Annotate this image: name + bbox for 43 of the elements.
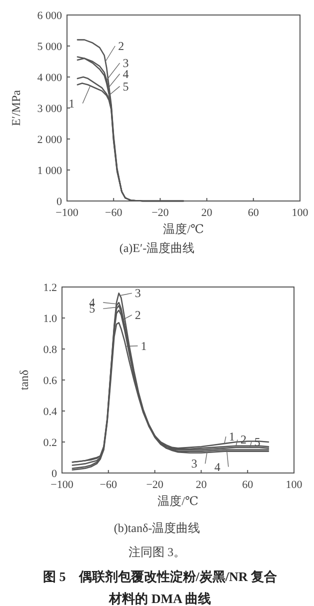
x-axis-title: 温度/℃ — [158, 494, 198, 508]
series-label: 4 — [214, 460, 220, 474]
y-tick-label: 1.2 — [43, 282, 57, 294]
text: 3 — [134, 286, 141, 300]
y-axis-title: E′/MPa — [9, 89, 23, 126]
y-tick-label: 2 000 — [37, 134, 62, 146]
text: 注同图 3。 — [128, 544, 186, 561]
y-tick-label: 0 — [56, 196, 62, 208]
series-label: 1 — [228, 430, 235, 444]
y-tick-label: 0.6 — [43, 375, 58, 387]
x-tick-label: −20 — [146, 479, 164, 491]
series-label: 2 — [118, 39, 124, 53]
x-tick-label: 20 — [201, 207, 213, 219]
y-tick-label: 3 000 — [37, 103, 62, 115]
y-tick-label: 0.4 — [43, 406, 58, 418]
x-tick-label: −100 — [56, 207, 79, 219]
series-label: 5 — [122, 79, 129, 94]
y-tick-label: 6 000 — [37, 10, 62, 22]
x-tick-label: −60 — [100, 479, 118, 491]
y-tick-label: 1 000 — [37, 165, 62, 177]
x-tick-label: 20 — [196, 479, 208, 491]
text: 1 — [140, 338, 147, 353]
x-tick-label: −100 — [50, 479, 74, 491]
x-tick-label: 60 — [248, 207, 260, 219]
x-tick-label: −60 — [104, 207, 123, 219]
text: 2 — [134, 308, 141, 322]
text: (a)E′-温度曲线 — [118, 240, 196, 257]
x-tick-label: 60 — [242, 479, 254, 491]
x-tick-label: 100 — [292, 207, 309, 219]
y-tick-label: 5 000 — [37, 41, 62, 53]
y-tick-label: 0 — [52, 468, 58, 480]
y-tick-label: 0.2 — [43, 437, 57, 449]
x-tick-label: 100 — [286, 479, 303, 491]
x-tick-label: −20 — [152, 207, 170, 219]
y-tick-label: 1.0 — [43, 313, 58, 325]
y-tick-label: 0.8 — [43, 344, 58, 356]
y-axis-title: tanδ — [17, 370, 31, 390]
text: (b)tanδ-温度曲线 — [112, 520, 202, 537]
y-tick-label: 4 000 — [37, 72, 62, 84]
caption: 图 5 偶联剂包覆改性淀粉/炭黑/NR 复合材料的 DMA 曲线 — [42, 568, 278, 606]
x-axis-title: 温度/℃ — [163, 222, 204, 236]
series-label: 3 — [191, 456, 198, 471]
series-label: 1 — [68, 96, 75, 110]
